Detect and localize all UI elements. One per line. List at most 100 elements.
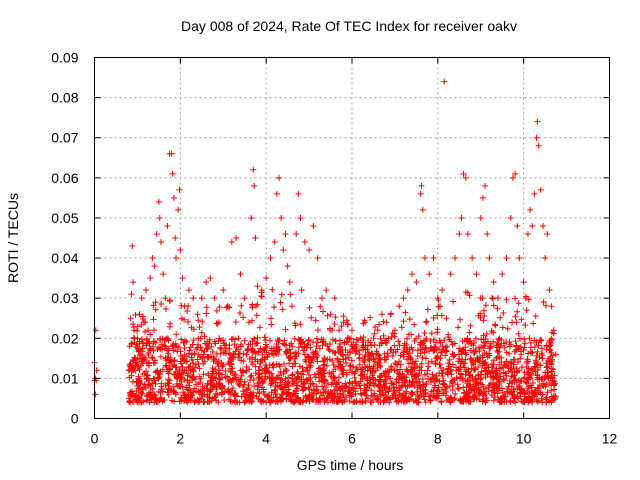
data-point xyxy=(430,255,437,262)
data-point xyxy=(270,394,277,401)
data-point xyxy=(136,356,143,363)
data-point xyxy=(184,399,191,406)
data-point xyxy=(425,363,432,370)
data-point xyxy=(467,347,474,354)
data-point xyxy=(462,174,469,181)
data-point xyxy=(351,370,358,377)
data-point xyxy=(456,375,463,382)
y-tick-label: 0.01 xyxy=(51,370,78,386)
data-point xyxy=(453,364,460,371)
data-point xyxy=(236,380,243,387)
data-point xyxy=(413,279,420,286)
data-point xyxy=(213,307,220,314)
data-point xyxy=(391,327,398,334)
data-point xyxy=(346,392,353,399)
data-point xyxy=(166,323,173,330)
data-point xyxy=(422,389,429,396)
data-point xyxy=(310,387,317,394)
data-point xyxy=(488,328,495,335)
data-point xyxy=(207,275,214,282)
data-point xyxy=(310,396,317,403)
data-point xyxy=(512,346,519,353)
data-point xyxy=(218,389,225,396)
data-point xyxy=(261,356,268,363)
data-point xyxy=(473,379,480,386)
data-point xyxy=(410,398,417,405)
data-point xyxy=(276,174,283,181)
data-point xyxy=(361,382,368,389)
data-point xyxy=(394,367,401,374)
data-point xyxy=(332,337,339,344)
data-point xyxy=(330,368,337,375)
data-point xyxy=(530,320,537,327)
data-point xyxy=(249,395,256,402)
data-point xyxy=(362,346,369,353)
data-point xyxy=(314,339,321,346)
data-point xyxy=(498,336,505,343)
data-point xyxy=(409,271,416,278)
data-point xyxy=(195,360,202,367)
data-point xyxy=(318,377,325,384)
data-point xyxy=(544,230,551,237)
data-point xyxy=(159,335,166,342)
data-point xyxy=(226,365,233,372)
data-point xyxy=(352,390,359,397)
data-point xyxy=(434,395,441,402)
data-point xyxy=(267,337,274,344)
data-point xyxy=(393,376,400,383)
data-point xyxy=(314,255,321,262)
data-point xyxy=(169,170,176,177)
data-point xyxy=(411,361,418,368)
data-point xyxy=(153,230,160,237)
data-point xyxy=(247,373,254,380)
data-point xyxy=(369,368,376,375)
data-point xyxy=(532,313,539,320)
data-point xyxy=(190,389,197,396)
data-point xyxy=(374,351,381,358)
data-point xyxy=(280,247,287,254)
data-point xyxy=(190,326,197,333)
data-point xyxy=(291,335,298,342)
data-point xyxy=(445,360,452,367)
data-point xyxy=(380,332,387,339)
data-point xyxy=(170,194,177,201)
data-point xyxy=(193,346,200,353)
data-point xyxy=(361,359,368,366)
data-point xyxy=(241,337,248,344)
data-point xyxy=(469,377,476,384)
data-point xyxy=(336,374,343,381)
data-point xyxy=(222,341,229,348)
data-point xyxy=(417,190,424,197)
data-point xyxy=(479,398,486,405)
data-point xyxy=(534,384,541,391)
data-point xyxy=(440,367,447,374)
data-point xyxy=(169,363,176,370)
data-point xyxy=(286,279,293,286)
data-point xyxy=(295,190,302,197)
data-point xyxy=(340,356,347,363)
data-point xyxy=(501,393,508,400)
data-point xyxy=(534,362,541,369)
data-point xyxy=(134,335,141,342)
data-point xyxy=(190,337,197,344)
data-point xyxy=(375,398,382,405)
data-point xyxy=(483,385,490,392)
data-point xyxy=(494,305,501,312)
data-point xyxy=(439,287,446,294)
data-point xyxy=(216,335,223,342)
data-point xyxy=(527,339,534,346)
data-point xyxy=(151,338,158,345)
data-point xyxy=(419,340,426,347)
data-point xyxy=(360,334,367,341)
data-point xyxy=(468,365,475,372)
data-point xyxy=(516,255,523,262)
data-point xyxy=(301,239,308,246)
data-point xyxy=(343,317,350,324)
data-point xyxy=(321,379,328,386)
data-point xyxy=(228,398,235,405)
data-point xyxy=(150,302,157,309)
data-point xyxy=(237,376,244,383)
data-point xyxy=(200,398,207,405)
data-point xyxy=(213,384,220,391)
data-point xyxy=(529,222,536,229)
